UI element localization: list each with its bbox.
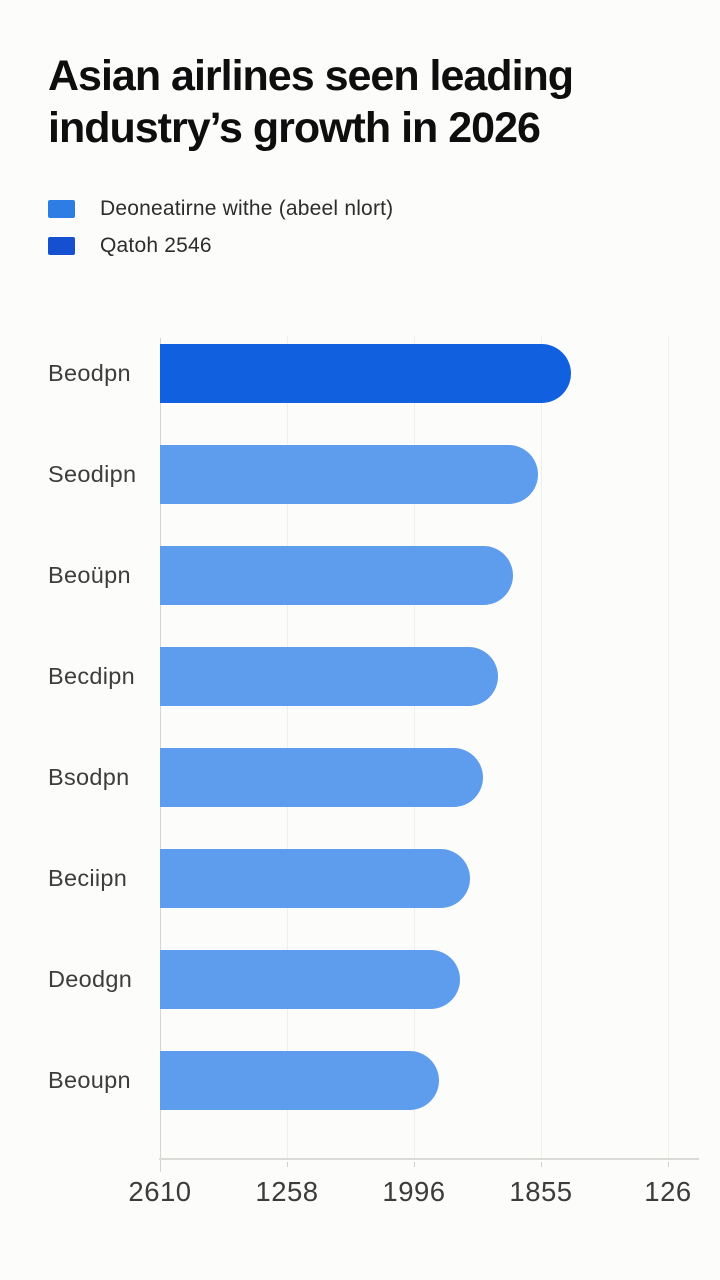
x-tick-label: 1258 <box>255 1176 319 1207</box>
bar-label: Beodpn <box>48 360 131 386</box>
legend-item-0: Deoneatirne withe (abeel nlort) <box>48 190 393 227</box>
legend-label: Qatoh 2546 <box>100 233 212 257</box>
x-tick-mark <box>668 1162 669 1167</box>
gridline <box>668 336 669 1159</box>
x-tick-mark <box>414 1162 415 1167</box>
legend-label: Deoneatirne withe (abeel nlort) <box>100 196 394 220</box>
x-tick-label: 1996 <box>382 1176 446 1207</box>
x-axis-line <box>159 1158 699 1160</box>
bar-label: Seodipn <box>48 461 137 487</box>
x-tick-mark <box>541 1162 542 1167</box>
page-title-line1: Asian airlines seen leading <box>48 52 574 100</box>
bar-label: Beciipn <box>48 865 128 891</box>
bar <box>160 546 513 605</box>
bar <box>160 647 498 706</box>
bar <box>160 950 460 1009</box>
legend-item-1: Qatoh 2546 <box>48 227 393 264</box>
bar <box>160 748 483 807</box>
gridline <box>414 336 415 1159</box>
bar-label: Bsodpn <box>48 764 130 790</box>
legend-swatch-icon <box>48 236 75 255</box>
bar-label: Beoüpn <box>48 562 131 588</box>
legend-swatch-icon <box>48 199 75 218</box>
bar <box>160 344 571 403</box>
x-tick-label: 2610 <box>128 1176 192 1207</box>
x-tick-label: 1855 <box>509 1176 573 1207</box>
legend: Deoneatirne withe (abeel nlort) Qatoh 254… <box>48 190 393 264</box>
bar <box>160 1051 439 1110</box>
gridline <box>287 336 288 1159</box>
x-tick-mark <box>287 1162 288 1167</box>
page-title-line2: industry’s growth in 2026 <box>48 104 541 153</box>
x-tick-label: 126 <box>644 1176 692 1207</box>
bar-label: Beoupn <box>48 1067 131 1093</box>
bar-label: Becdipn <box>48 663 136 689</box>
bar <box>160 445 538 504</box>
bar <box>160 849 470 908</box>
page-title: Asian airlines seen leading industry’s g… <box>48 50 688 155</box>
bar-label: Deodgn <box>48 966 133 992</box>
gridline <box>541 336 542 1159</box>
